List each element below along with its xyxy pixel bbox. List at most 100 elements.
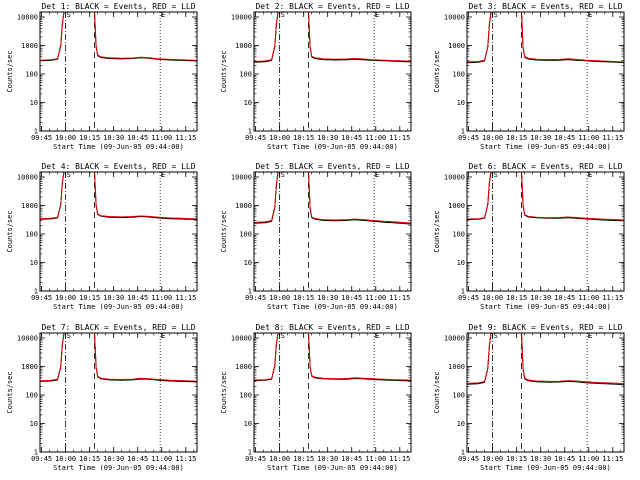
x-tick-label: 10:45 bbox=[341, 134, 362, 142]
x-tick-label: 10:45 bbox=[554, 134, 575, 142]
y-tick-label: 100 bbox=[25, 71, 38, 79]
marker-label: E bbox=[161, 171, 165, 179]
x-tick-label: 10:45 bbox=[127, 134, 148, 142]
marker-label: E bbox=[588, 171, 592, 179]
x-tick-label: 09:45 bbox=[31, 134, 52, 142]
x-tick-label: 10:15 bbox=[293, 134, 314, 142]
y-tick-label: 1 bbox=[248, 449, 252, 457]
panel-title: Det 7: BLACK = Events, RED = LLD bbox=[41, 323, 195, 332]
plot-frame bbox=[466, 11, 625, 132]
series-line-events bbox=[40, 333, 197, 383]
series-line-lld bbox=[40, 333, 197, 382]
y-tick-label: 10000 bbox=[231, 14, 252, 22]
y-tick-label: 10000 bbox=[231, 174, 252, 182]
marker-label: E bbox=[375, 11, 379, 19]
series-line-lld bbox=[254, 172, 411, 224]
x-tick-label: 11:00 bbox=[151, 455, 172, 463]
panel-det-9: Det 9: BLACK = Events, RED = LLD Counts/s… bbox=[433, 323, 625, 472]
y-tick-label: 10 bbox=[457, 99, 465, 107]
marker-label: S bbox=[281, 332, 285, 340]
panel-title: Det 9: BLACK = Events, RED = LLD bbox=[468, 323, 622, 332]
panel-det-4: Det 4: BLACK = Events, RED = LLD Counts/s… bbox=[6, 162, 198, 311]
y-tick-label: 1 bbox=[461, 288, 465, 296]
y-tick-label: 100 bbox=[239, 231, 252, 239]
series-line-lld bbox=[467, 333, 624, 385]
y-tick-label: 1000 bbox=[448, 42, 465, 50]
y-tick-label: 1 bbox=[461, 128, 465, 136]
y-axis-label: Counts/sec bbox=[220, 371, 228, 413]
y-tick-label: 10000 bbox=[444, 335, 465, 343]
x-tick-label: 11:15 bbox=[389, 134, 410, 142]
y-tick-label: 1000 bbox=[21, 202, 38, 210]
x-tick-label: 11:15 bbox=[602, 455, 623, 463]
y-tick-label: 1 bbox=[248, 288, 252, 296]
panel-title: Det 4: BLACK = Events, RED = LLD bbox=[41, 162, 195, 171]
x-tick-label: 09:45 bbox=[245, 455, 266, 463]
x-tick-label: 11:00 bbox=[578, 134, 599, 142]
series-line-lld bbox=[254, 333, 411, 381]
x-tick-label: 10:30 bbox=[103, 294, 124, 302]
x-tick-label: 11:00 bbox=[365, 134, 386, 142]
x-tick-label: 10:00 bbox=[55, 134, 76, 142]
series-line-lld bbox=[40, 172, 197, 220]
panel-det-2: Det 2: BLACK = Events, RED = LLD Counts/s… bbox=[220, 2, 412, 151]
y-axis-label: Counts/sec bbox=[433, 210, 441, 252]
marker-label: S bbox=[67, 171, 71, 179]
x-axis-label: Start Time (09-Jun-05 09:44:00) bbox=[480, 303, 611, 311]
series-line-events bbox=[467, 333, 624, 386]
marker-label: S bbox=[67, 11, 71, 19]
y-tick-label: 10 bbox=[30, 259, 38, 267]
x-tick-label: 11:15 bbox=[175, 455, 196, 463]
panel-det-1: Det 1: BLACK = Events, RED = LLD Counts/s… bbox=[6, 2, 198, 151]
marker-label: E bbox=[161, 332, 165, 340]
x-axis-label: Start Time (09-Jun-05 09:44:00) bbox=[53, 464, 184, 472]
y-tick-label: 10 bbox=[457, 259, 465, 267]
x-tick-label: 11:00 bbox=[365, 294, 386, 302]
y-tick-label: 10000 bbox=[17, 14, 38, 22]
x-tick-label: 09:45 bbox=[458, 134, 479, 142]
y-axis-label: Counts/sec bbox=[433, 50, 441, 92]
marker-label: S bbox=[494, 11, 498, 19]
x-tick-label: 11:15 bbox=[389, 294, 410, 302]
x-tick-label: 11:00 bbox=[151, 134, 172, 142]
y-tick-label: 10 bbox=[30, 420, 38, 428]
series-line-events bbox=[254, 333, 411, 382]
x-tick-label: 11:00 bbox=[578, 294, 599, 302]
x-tick-label: 11:00 bbox=[578, 455, 599, 463]
x-tick-label: 10:30 bbox=[530, 134, 551, 142]
y-axis-label: Counts/sec bbox=[433, 371, 441, 413]
y-tick-label: 1000 bbox=[21, 42, 38, 50]
x-tick-label: 11:00 bbox=[151, 294, 172, 302]
plot-frame bbox=[39, 11, 198, 132]
y-axis-label: Counts/sec bbox=[6, 50, 14, 92]
x-tick-label: 10:30 bbox=[530, 294, 551, 302]
series-line-lld bbox=[467, 172, 624, 221]
panel-title: Det 6: BLACK = Events, RED = LLD bbox=[468, 162, 622, 171]
x-tick-label: 10:00 bbox=[55, 294, 76, 302]
x-tick-label: 10:45 bbox=[554, 294, 575, 302]
y-tick-label: 1000 bbox=[235, 42, 252, 50]
x-tick-label: 10:45 bbox=[127, 294, 148, 302]
panel-det-5: Det 5: BLACK = Events, RED = LLD Counts/s… bbox=[220, 162, 412, 311]
plot-frame bbox=[253, 171, 412, 292]
x-tick-label: 10:30 bbox=[103, 455, 124, 463]
x-tick-label: 09:45 bbox=[245, 294, 266, 302]
marker-label: S bbox=[67, 332, 71, 340]
y-axis-label: Counts/sec bbox=[6, 210, 14, 252]
y-axis-label: Counts/sec bbox=[220, 210, 228, 252]
y-tick-label: 100 bbox=[25, 392, 38, 400]
marker-label: S bbox=[494, 332, 498, 340]
y-tick-label: 10 bbox=[244, 99, 252, 107]
marker-label: S bbox=[281, 171, 285, 179]
panel-title: Det 8: BLACK = Events, RED = LLD bbox=[255, 323, 409, 332]
marker-label: S bbox=[494, 171, 498, 179]
marker-label: E bbox=[375, 332, 379, 340]
series-line-lld bbox=[254, 12, 411, 62]
y-tick-label: 100 bbox=[239, 392, 252, 400]
x-tick-label: 09:45 bbox=[458, 455, 479, 463]
y-tick-label: 10 bbox=[30, 99, 38, 107]
y-tick-label: 10 bbox=[457, 420, 465, 428]
y-tick-label: 1000 bbox=[235, 363, 252, 371]
x-axis-label: Start Time (09-Jun-05 09:44:00) bbox=[480, 464, 611, 472]
